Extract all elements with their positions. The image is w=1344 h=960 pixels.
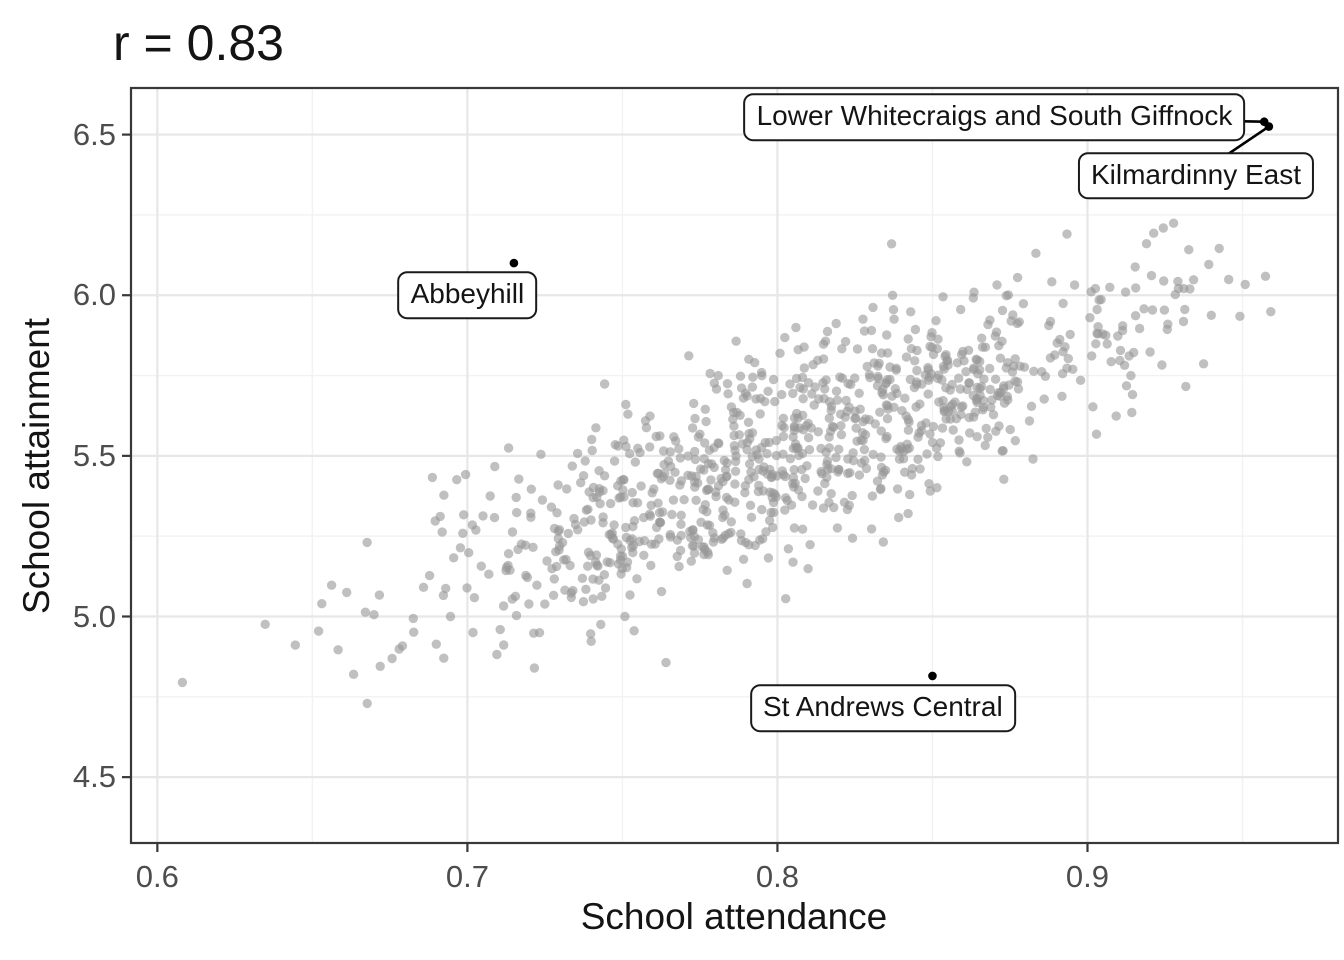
y-tick-label: 6.5 xyxy=(72,116,116,152)
panel-border xyxy=(129,86,1340,845)
x-tick-label: 0.9 xyxy=(1065,859,1110,894)
highlighted-point xyxy=(1264,122,1274,131)
y-tick-label: 6.0 xyxy=(72,277,116,313)
y-tick-label: 4.5 xyxy=(72,759,116,795)
x-tick-label: 0.8 xyxy=(755,859,799,894)
annotation-label-kilmardinny-east: Kilmardinny East xyxy=(1077,151,1315,200)
y-tick-label: 5.5 xyxy=(72,437,116,473)
y-tick-label: 5.0 xyxy=(72,598,116,634)
plot-title: r = 0.83 xyxy=(113,15,284,71)
annotation-label-lower-whitecraigs-and-south-giffnock: Lower Whitecraigs and South Giffnock xyxy=(743,93,1246,141)
annotation-label-abbeyhill: Abbeyhill xyxy=(397,271,538,320)
x-tick-label: 0.7 xyxy=(445,859,489,894)
x-tick-label: 0.6 xyxy=(135,859,179,894)
highlighted-point xyxy=(509,258,519,268)
highlighted-point xyxy=(928,671,937,681)
annotation-label-st-andrews-central: St Andrews Central xyxy=(750,684,1016,733)
x-axis-title: School attendance xyxy=(580,896,888,937)
scatter-points xyxy=(177,179,1276,709)
